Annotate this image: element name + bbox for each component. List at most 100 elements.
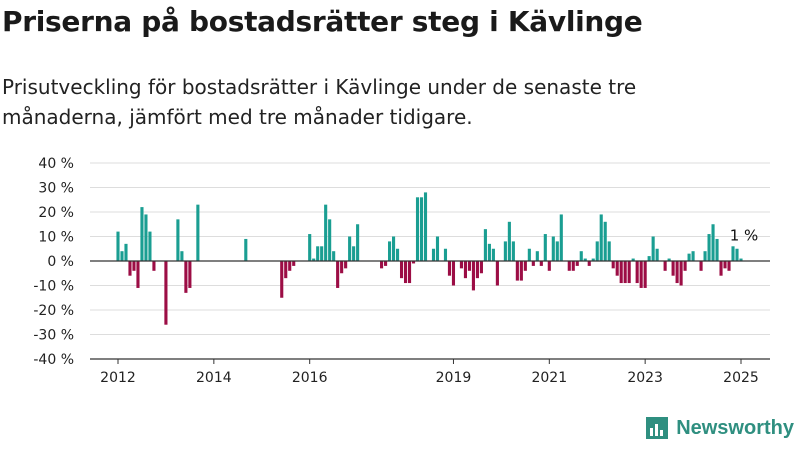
bar (503, 241, 507, 261)
bar (280, 261, 284, 298)
bar (463, 261, 467, 279)
bar (531, 261, 535, 266)
x-tick-label: 2025 (723, 370, 759, 386)
bar (348, 236, 352, 261)
bar (727, 261, 731, 271)
bar (459, 261, 464, 269)
bar (471, 261, 475, 291)
bar (715, 238, 719, 261)
bar (132, 261, 136, 271)
y-tick-label: 0 % (47, 254, 74, 270)
y-tick-label: -10 % (33, 279, 74, 295)
bar (559, 214, 563, 261)
bar (196, 204, 200, 261)
bar (184, 261, 188, 293)
bar (308, 234, 312, 261)
bar (687, 253, 691, 261)
bar (731, 246, 735, 261)
bar (384, 261, 388, 266)
y-tick-label: -30 % (33, 328, 74, 344)
bar (487, 243, 491, 261)
bar (324, 204, 328, 261)
bar (627, 261, 631, 284)
bar (735, 248, 739, 261)
bar (643, 261, 647, 288)
bar (292, 261, 296, 266)
bar (703, 251, 707, 261)
x-tick-label: 2023 (627, 370, 663, 386)
bar (679, 261, 683, 286)
bar (567, 261, 571, 271)
y-tick-label: -40 % (33, 352, 74, 368)
bar (527, 248, 531, 261)
bar (451, 261, 456, 286)
bar (507, 221, 511, 261)
bar (395, 248, 400, 261)
chart-title: Priserna på bostadsrätter steg i Kävling… (2, 5, 643, 38)
bar (128, 261, 132, 276)
brand: Newsworthy (644, 414, 794, 442)
bar (144, 214, 148, 261)
bar (595, 241, 599, 261)
bar (495, 261, 499, 286)
bar (663, 261, 667, 271)
x-axis-ticks: 2012 2014 2016 2019 2021 2023 2025 (100, 359, 759, 386)
bar (407, 261, 412, 284)
bar (671, 261, 675, 276)
x-tick-label: 2016 (292, 370, 328, 386)
bar (136, 261, 140, 288)
bar (148, 231, 152, 261)
y-tick-label: -20 % (33, 303, 74, 319)
bar (599, 214, 603, 261)
bar (356, 224, 360, 261)
bar (635, 261, 639, 284)
bar (475, 261, 479, 279)
bar (312, 258, 316, 261)
bar (523, 261, 527, 271)
bar (188, 261, 192, 288)
bar (419, 197, 424, 261)
newsworthy-logo-icon (646, 417, 669, 439)
x-tick-label: 2012 (100, 370, 136, 386)
bar (623, 261, 627, 284)
bar (140, 207, 144, 261)
bar (340, 261, 344, 274)
bar (180, 251, 184, 261)
bar (575, 261, 579, 266)
bar (555, 241, 559, 261)
y-tick-label: 30 % (38, 181, 74, 197)
bar (603, 221, 607, 261)
bar (667, 258, 671, 261)
bar (551, 236, 555, 261)
bar (344, 261, 348, 269)
bar (164, 261, 168, 325)
bar (639, 261, 643, 288)
bar-chart: -40 %-30 %-20 %-10 %0 %10 %20 %30 %40 % … (33, 156, 770, 386)
bar (647, 256, 651, 261)
bar (587, 261, 591, 266)
bar (423, 192, 428, 261)
bar (244, 238, 248, 261)
x-tick-label: 2014 (196, 370, 232, 386)
bar (332, 251, 336, 261)
bars (116, 192, 743, 325)
x-tick-label: 2019 (436, 370, 472, 386)
bar (491, 248, 495, 261)
bar (447, 261, 452, 276)
bar (651, 236, 655, 261)
bar (591, 258, 595, 261)
bar (699, 261, 703, 271)
bar (120, 251, 124, 261)
bar (547, 261, 551, 271)
bar (511, 241, 515, 261)
y-tick-label: 20 % (38, 205, 74, 221)
bar (619, 261, 623, 284)
bar (615, 261, 619, 276)
bar (631, 258, 635, 261)
bar (683, 261, 687, 271)
bar (435, 236, 440, 261)
bar (675, 261, 679, 284)
bar (467, 261, 471, 271)
axes (90, 260, 770, 360)
brand-name: Newsworthy (676, 416, 794, 439)
